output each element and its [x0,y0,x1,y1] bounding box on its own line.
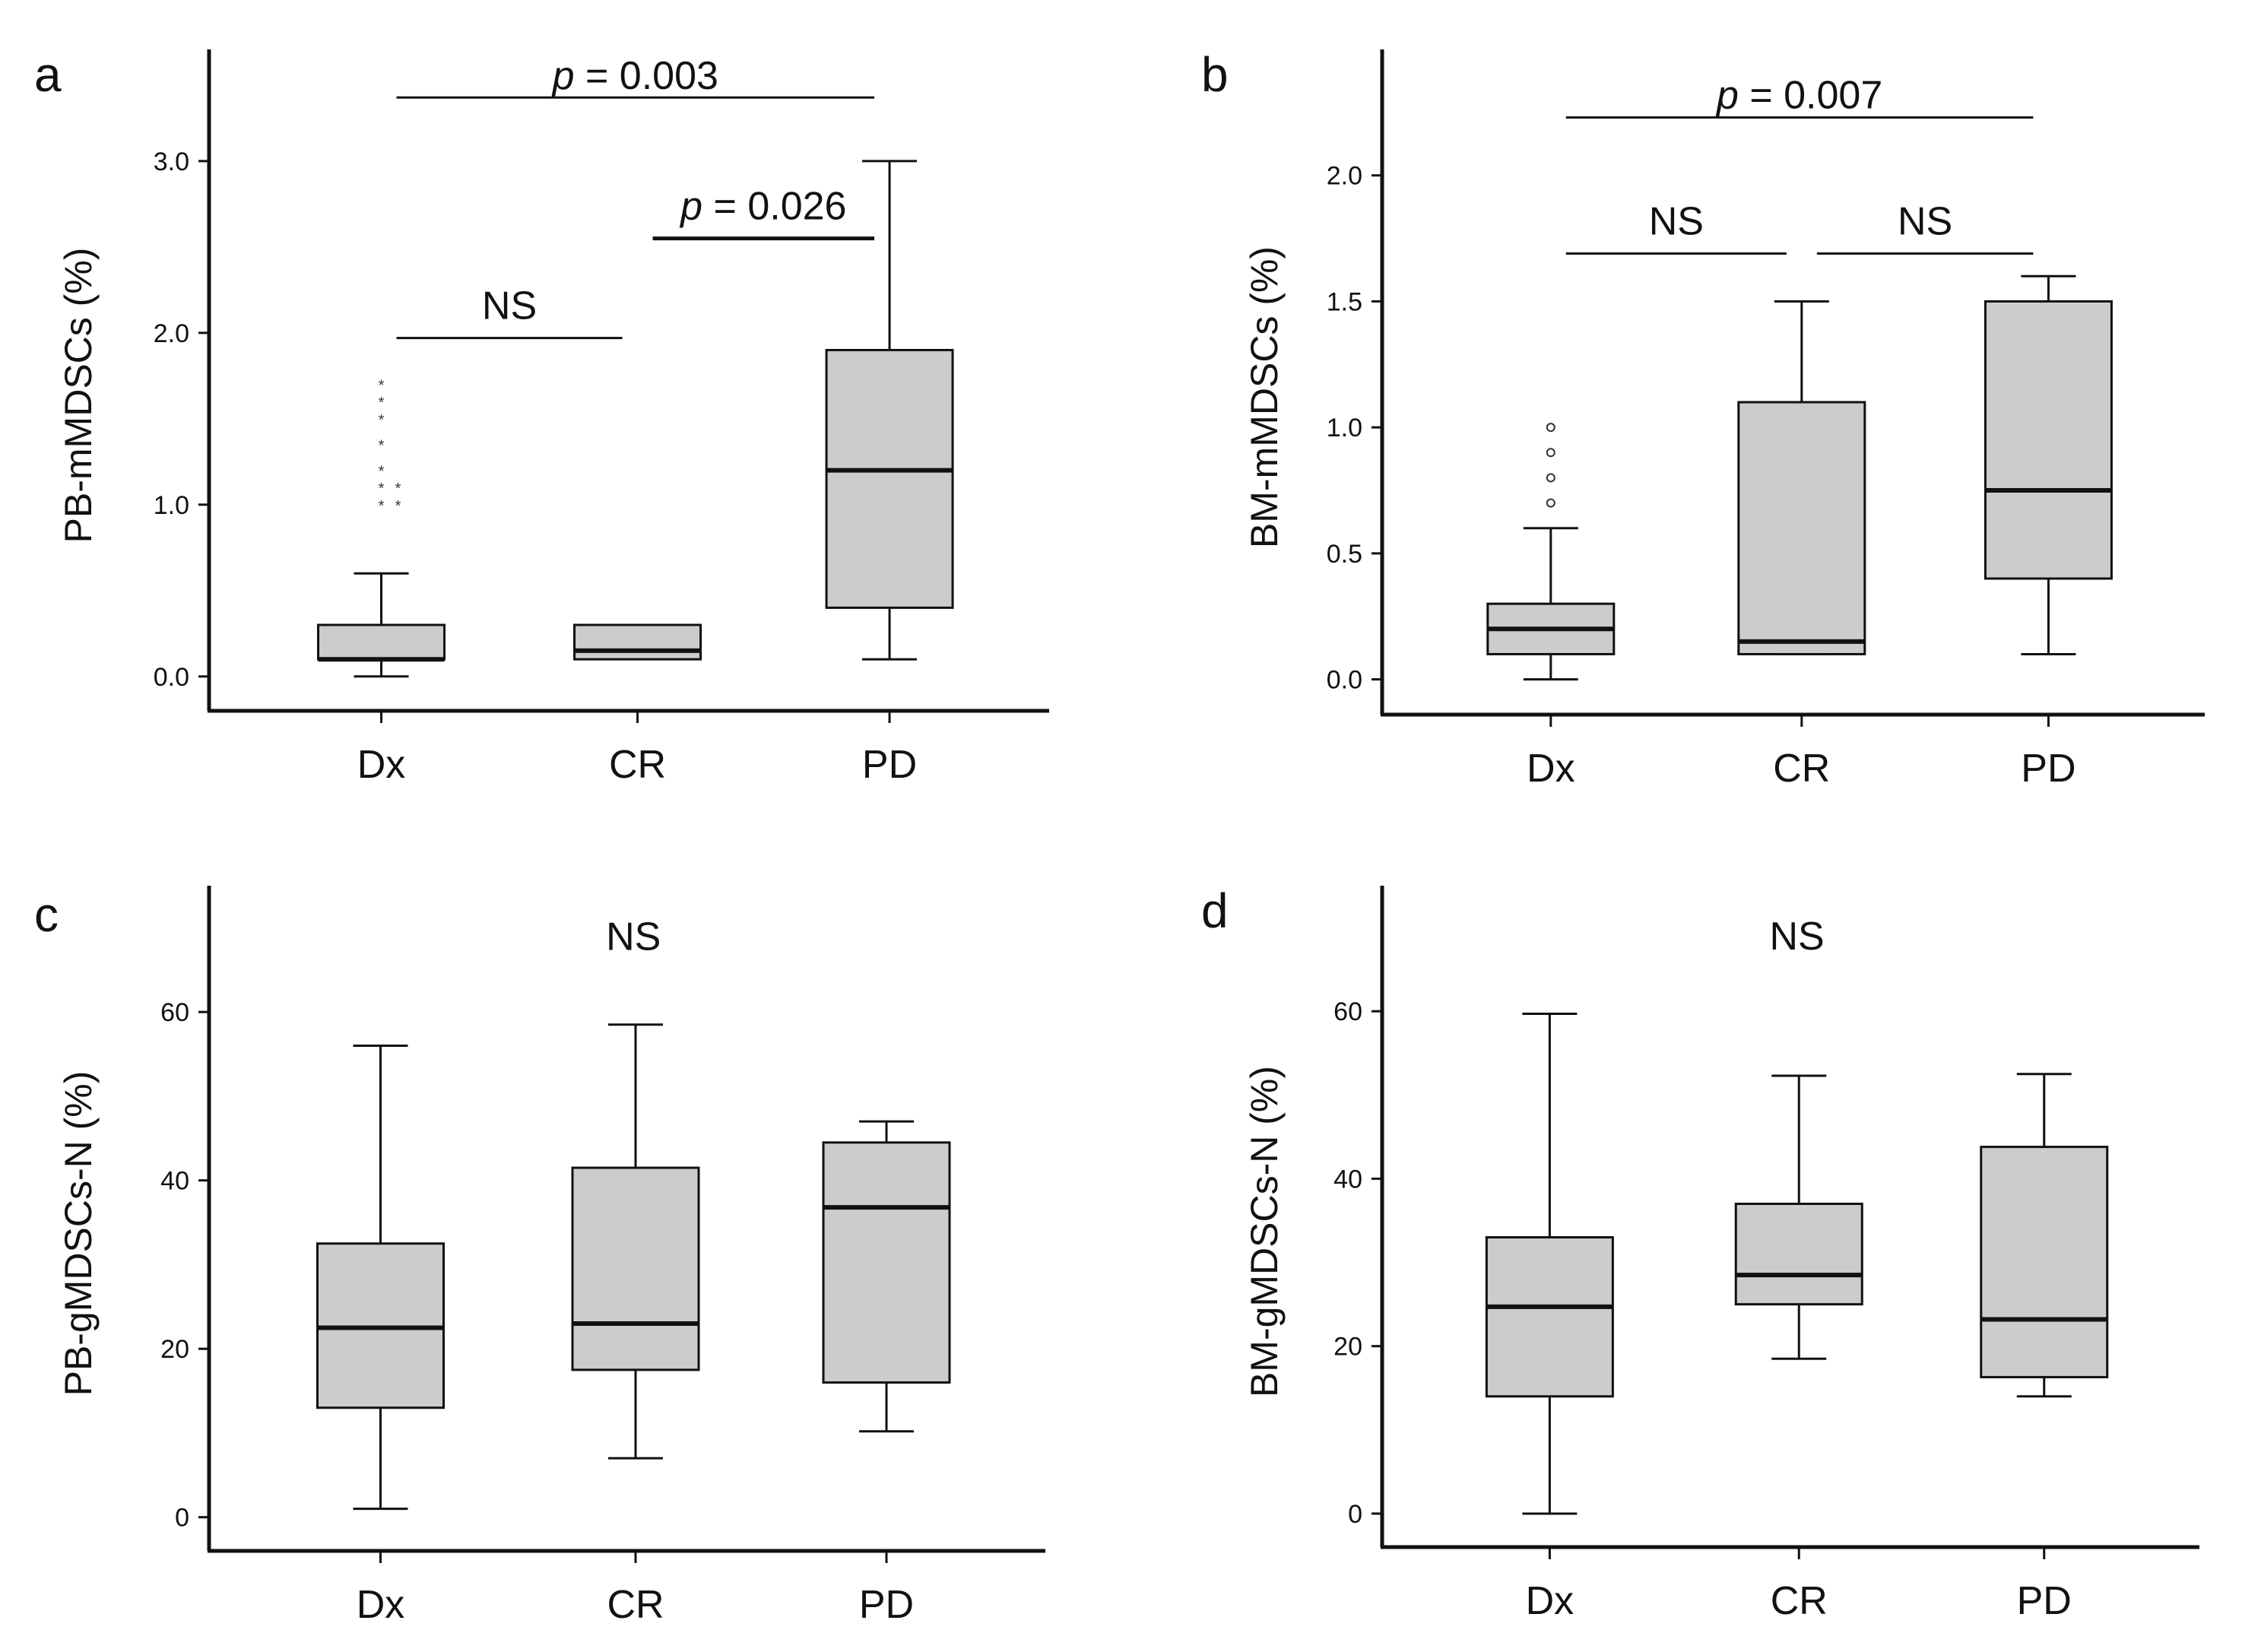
panel-d: d BM-gMDSCs-N (%) 0 20 40 60 Dx CR PD NS [1201,883,2199,1623]
box-plot-pd [825,160,954,661]
outlier-point: * [395,498,401,515]
y-tick-label: 0.0 [1327,666,1362,695]
significance-label: p = 0.026 [679,185,846,229]
x-category-label: CR [1771,1579,1828,1623]
significance-label: p = 0.003 [551,54,718,98]
box-plot-dx [317,572,446,678]
outlier-point: * [395,480,401,497]
outlier-point [1546,448,1555,458]
box-plot-cr [1737,300,1866,655]
y-tick-label: 0.0 [154,663,189,692]
outlier-point [1546,423,1555,433]
outlier-point: * [379,464,385,480]
box-plot-pd [822,1120,951,1433]
x-category-label: CR [609,743,666,787]
box-plot-dx [1486,527,1616,681]
y-tick-label: 40 [160,1167,189,1196]
x-category-label: Dx [1526,1579,1574,1623]
y-tick-label: 60 [1333,997,1362,1026]
y-tick-label: 3.0 [154,147,189,176]
y-axis-label: PB-mMDSCs (%) [57,248,100,544]
iqr-box [1984,300,2113,580]
panel-letter: c [34,887,59,942]
significance-label: NS [1649,199,1704,243]
x-category-label: CR [1773,747,1830,791]
iqr-box [571,1166,700,1371]
panel-a: aPB-mMDSCs (%)0.01.02.03.0Dx CR PD* ** *****… [34,47,1049,787]
iqr-box [573,623,702,661]
x-category-label: PD [859,1583,914,1627]
outlier-point: * [379,378,385,395]
y-tick-label: 1.0 [154,491,189,520]
y-tick-label: 2.0 [1327,162,1362,191]
y-tick-label: 20 [160,1335,189,1364]
x-category-label: Dx [357,743,406,787]
significance-label: NS [1769,915,1824,959]
panel-letter: b [1201,47,1229,102]
x-category-label: Dx [1527,747,1575,791]
x-category-label: CR [607,1583,664,1627]
outlier-point [1546,473,1555,483]
outlier-point: * [379,395,385,411]
iqr-box [1737,401,1866,655]
iqr-box [822,1141,951,1384]
y-tick-label: 1.5 [1327,287,1362,316]
y-tick-label: 0.5 [1327,540,1362,569]
x-category-label: Dx [357,1583,405,1627]
outlier-point: * [379,438,385,455]
iqr-box [317,623,446,661]
outlier-point: * [379,498,385,515]
iqr-box [1734,1202,1863,1306]
significance-label: NS [1898,199,1952,243]
y-axis-label: BM-mMDSCs (%) [1243,246,1286,548]
y-axis-label: PB-gMDSCs-N (%) [57,1071,100,1397]
y-tick-label: 1.0 [1327,414,1362,442]
x-category-label: PD [2021,747,2076,791]
box-plot-dx [316,1044,445,1511]
y-tick-label: 60 [160,998,189,1027]
y-tick-label: 0 [175,1504,189,1533]
y-tick-label: 0 [1348,1500,1362,1529]
x-category-label: PD [862,743,917,787]
significance-label: p = 0.007 [1715,74,1882,118]
outlier-point: * [379,412,385,429]
y-tick-label: 20 [1333,1333,1362,1362]
x-category-label: PD [2017,1579,2072,1623]
significance-label: NS [482,284,537,328]
box-plot-cr [1734,1074,1863,1360]
iqr-box [1980,1146,2109,1378]
panel-b: b BM-mMDSCs (%) 0.0 0.5 1.0 1.5 2.0 Dx CR PD p = 0… [1201,47,2205,791]
y-tick-label: 40 [1333,1165,1362,1194]
box-plot-pd [1980,1073,2109,1398]
box-plot-pd [1984,274,2113,655]
panel-letter: a [34,47,62,102]
panel-letter: d [1201,883,1229,938]
y-tick-label: 2.0 [154,319,189,348]
panel-c: c PB-gMDSCs-N (%) 0 20 40 60 Dx CR PD NS [34,886,1045,1627]
iqr-box [825,348,954,609]
box-plot-cr [571,1023,700,1460]
box-plot-cr [573,623,702,661]
box-plot-dx [1485,1012,1614,1515]
outlier-point [1546,498,1555,508]
y-axis-label: BM-gMDSCs-N (%) [1243,1066,1286,1397]
outlier-point: * [379,480,385,497]
iqr-box [1485,1236,1614,1398]
significance-label: NS [606,915,661,959]
